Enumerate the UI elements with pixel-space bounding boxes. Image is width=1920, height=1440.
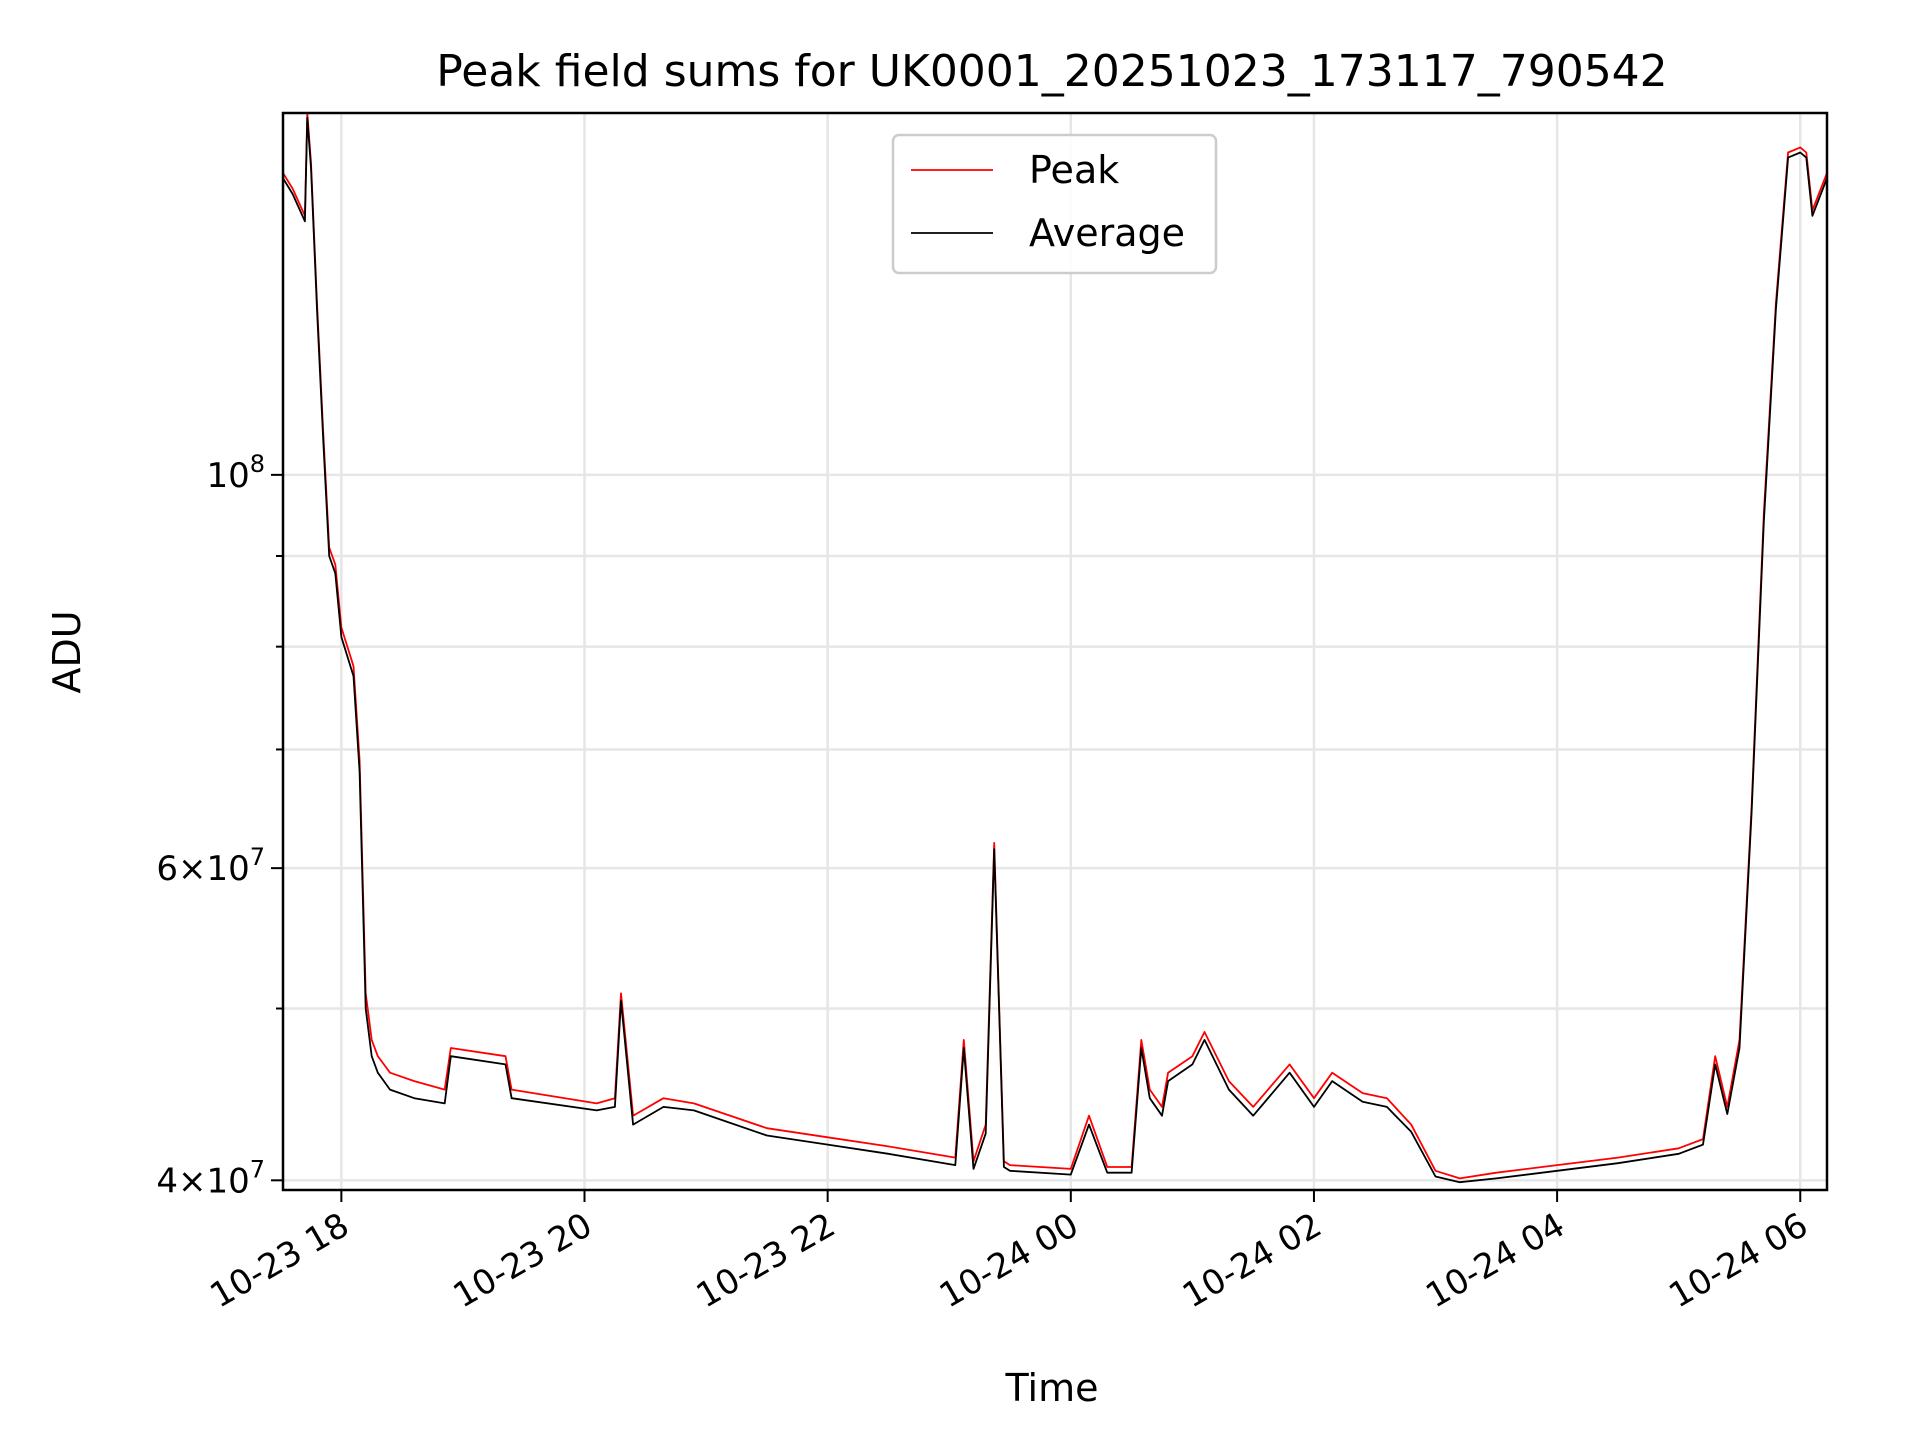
y-tick-label: 108 (206, 450, 265, 496)
plot-lines (282, 112, 1828, 1184)
plot-frame (281, 111, 1829, 1192)
y-axis-ticks: 4×107 6×107 108 (156, 450, 283, 1201)
chart-title: Peak field sums for UK0001_20251023_1731… (436, 46, 1667, 97)
x-axis-label: Time (1005, 1366, 1099, 1410)
series-line-peak (282, 112, 1828, 1180)
y-tick-label: 4×107 (156, 1155, 265, 1201)
legend: Peak Average (891, 133, 1218, 275)
y-tick-label: 6×107 (156, 843, 265, 889)
legend-label-average: Average (1029, 211, 1185, 255)
y-axis-label: ADU (45, 610, 89, 693)
grid (283, 113, 1827, 1190)
legend-label-peak: Peak (1029, 148, 1119, 192)
series-line-average (282, 116, 1828, 1184)
